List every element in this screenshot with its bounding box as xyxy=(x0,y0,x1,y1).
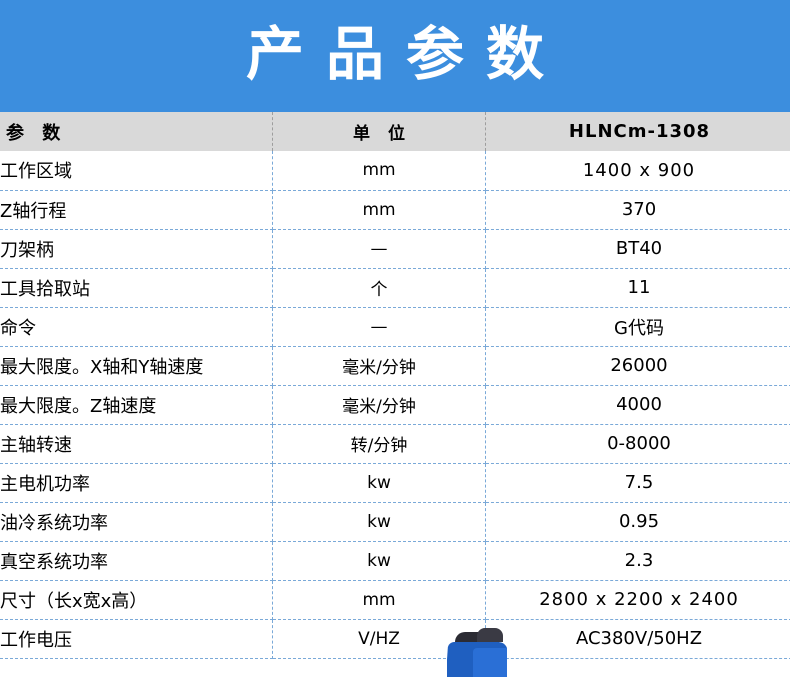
row-unit: mm xyxy=(272,580,486,620)
table-row: 主轴转速 转/分钟 0-8000 xyxy=(0,424,790,464)
header-model: HLNCm-1308 xyxy=(568,121,711,142)
row-value: 370 xyxy=(485,190,790,230)
row-value: 2800 x 2200 x 2400 xyxy=(485,580,790,620)
table-row: 最大限度。X轴和Y轴速度 毫米/分钟 26000 xyxy=(0,346,790,386)
row-parameter: 工作区域 xyxy=(0,151,273,191)
row-parameter: 工具拾取站 xyxy=(0,268,273,308)
row-value: BT40 xyxy=(485,229,790,269)
row-parameter: 最大限度。Z轴速度 xyxy=(0,385,273,425)
row-unit: — xyxy=(272,229,486,269)
header-unit: 单 位 xyxy=(272,112,486,151)
row-value: 2.3 xyxy=(485,541,790,581)
row-value: 26000 xyxy=(485,346,790,386)
row-unit: V/HZ xyxy=(272,619,486,659)
header-parameter: 参 数 xyxy=(0,112,273,151)
row-value: 1400 x 900 xyxy=(485,151,790,191)
spec-table: 参 数 单 位 HLNCm-1308 工作区域 mm 1400 x 900 Z轴… xyxy=(0,112,790,659)
row-parameter: 命令 xyxy=(0,307,273,347)
page-title: 产品参数 xyxy=(245,20,566,88)
row-value: G代码 xyxy=(485,307,790,347)
table-row: 油冷系统功率 kw 0.95 xyxy=(0,502,790,542)
row-parameter: 主电机功率 xyxy=(0,463,273,503)
table-row: 刀架柄 — BT40 xyxy=(0,229,790,269)
row-parameter: 主轴转速 xyxy=(0,424,273,464)
row-unit: mm xyxy=(272,151,486,191)
table-row: 主电机功率 kw 7.5 xyxy=(0,463,790,503)
page-banner: 产品参数 xyxy=(0,0,790,112)
row-value: 4000 xyxy=(485,385,790,425)
table-row: 工作电压 V/HZ AC380V/50HZ xyxy=(0,619,790,659)
row-unit: kw xyxy=(272,541,486,581)
row-value: 7.5 xyxy=(485,463,790,503)
row-unit: mm xyxy=(272,190,486,230)
row-unit: — xyxy=(272,307,486,347)
row-parameter: 工作电压 xyxy=(0,619,273,659)
table-row: 工具拾取站 个 11 xyxy=(0,268,790,308)
row-unit: kw xyxy=(272,463,486,503)
table-header-row: 参 数 单 位 HLNCm-1308 xyxy=(0,112,790,151)
row-unit: 转/分钟 xyxy=(272,424,486,464)
table-row: 最大限度。Z轴速度 毫米/分钟 4000 xyxy=(0,385,790,425)
row-parameter: Z轴行程 xyxy=(0,190,273,230)
table-row: Z轴行程 mm 370 xyxy=(0,190,790,230)
row-parameter: 尺寸（长x宽x高） xyxy=(0,580,273,620)
table-row: 命令 — G代码 xyxy=(0,307,790,347)
row-parameter: 油冷系统功率 xyxy=(0,502,273,542)
row-unit: 个 xyxy=(272,268,486,308)
row-parameter: 真空系统功率 xyxy=(0,541,273,581)
row-unit: kw xyxy=(272,502,486,542)
row-value: AC380V/50HZ xyxy=(485,619,790,659)
row-value: 11 xyxy=(485,268,790,308)
table-row: 尺寸（长x宽x高） mm 2800 x 2200 x 2400 xyxy=(0,580,790,620)
row-value: 0-8000 xyxy=(485,424,790,464)
row-unit: 毫米/分钟 xyxy=(272,346,486,386)
row-parameter: 刀架柄 xyxy=(0,229,273,269)
table-row: 工作区域 mm 1400 x 900 xyxy=(0,151,790,191)
row-value: 0.95 xyxy=(485,502,790,542)
row-unit: 毫米/分钟 xyxy=(272,385,486,425)
row-parameter: 最大限度。X轴和Y轴速度 xyxy=(0,346,273,386)
table-row: 真空系统功率 kw 2.3 xyxy=(0,541,790,581)
